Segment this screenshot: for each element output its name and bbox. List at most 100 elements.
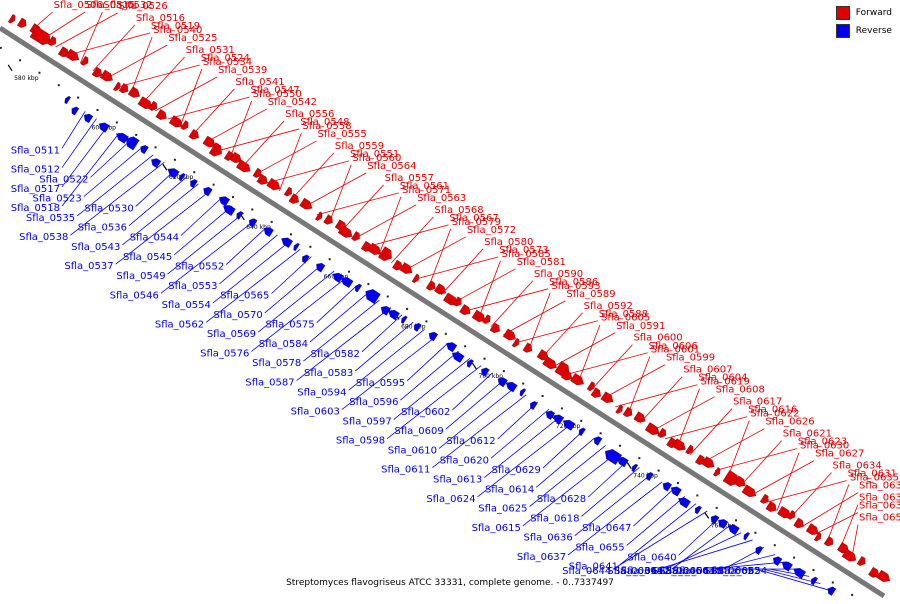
reverse-gene-label[interactable]: Sfla_0612 [446, 436, 495, 447]
reverse-gene[interactable] [446, 342, 457, 352]
reverse-gene-label[interactable]: Sfla_0615 [472, 523, 521, 534]
forward-gene-label[interactable]: Sfla_0622 [750, 409, 799, 420]
reverse-gene-label[interactable]: Sfla_0596 [349, 397, 398, 408]
reverse-gene-label[interactable]: Sfla_0610 [388, 445, 437, 456]
forward-gene[interactable] [289, 194, 299, 204]
reverse-gene-label[interactable]: Sfla_0562 [155, 319, 204, 330]
reverse-gene-label[interactable]: Sfla_0595 [356, 378, 405, 389]
forward-gene-label[interactable]: Sfla_0540 [153, 25, 202, 36]
forward-gene[interactable] [8, 14, 15, 23]
reverse-gene-label[interactable]: Sfla_0538 [19, 232, 68, 243]
reverse-gene-label[interactable]: Sfla_0554 [162, 300, 211, 311]
reverse-gene[interactable] [520, 389, 526, 397]
forward-gene[interactable] [315, 212, 322, 221]
reverse-gene[interactable] [126, 137, 139, 151]
reverse-gene[interactable] [828, 587, 836, 596]
reverse-gene[interactable] [695, 506, 702, 514]
reverse-gene[interactable] [773, 557, 782, 566]
reverse-gene[interactable] [756, 546, 763, 555]
reverse-gene[interactable] [671, 487, 682, 497]
reverse-gene-label[interactable]: Sfla_0511 [11, 145, 60, 156]
reverse-gene-label[interactable]: Sfla_0629 [492, 465, 541, 476]
reverse-gene-label[interactable]: Sfla_0646 [653, 566, 702, 577]
forward-gene[interactable] [490, 323, 500, 333]
reverse-gene-label[interactable]: Sfla_0523 [33, 194, 82, 205]
reverse-gene-label[interactable]: Sfla_0640 [627, 552, 676, 563]
forward-gene[interactable] [189, 129, 199, 139]
forward-gene-label[interactable]: Sfla_0558 [302, 121, 351, 132]
forward-gene[interactable] [156, 109, 167, 120]
reverse-gene-label[interactable]: Sfla_0543 [71, 242, 120, 253]
forward-gene-label[interactable]: Sfla_0600 [633, 333, 682, 344]
forward-gene[interactable] [378, 247, 392, 261]
reverse-gene[interactable] [355, 284, 362, 292]
forward-gene-label[interactable]: Sfla_0656 [859, 513, 900, 524]
reverse-gene[interactable] [223, 205, 235, 216]
reverse-gene-label[interactable]: Sfla_0618 [530, 513, 579, 524]
reverse-gene[interactable] [316, 263, 325, 272]
reverse-gene-label[interactable]: Sfla_0625 [478, 504, 527, 515]
forward-gene[interactable] [634, 412, 646, 423]
reverse-gene[interactable] [366, 289, 381, 304]
reverse-gene[interactable] [632, 464, 638, 472]
reverse-gene-label[interactable]: Sfla_0613 [433, 475, 482, 486]
forward-gene-label[interactable]: Sfla_0635 [850, 473, 899, 484]
forward-gene[interactable] [601, 392, 614, 403]
forward-gene-label[interactable]: Sfla_0621 [783, 429, 832, 440]
forward-gene-label[interactable]: Sfla_0607 [683, 365, 732, 376]
forward-gene-label[interactable]: Sfla_0580 [484, 237, 533, 248]
reverse-gene-label[interactable]: Sfla_0578 [252, 358, 301, 369]
forward-gene-label[interactable]: Sfla_0638 [859, 493, 900, 504]
forward-gene-label[interactable]: Sfla_0630 [800, 441, 849, 452]
forward-gene[interactable] [623, 407, 632, 417]
forward-gene-label[interactable]: Sfla_0559 [335, 141, 384, 152]
forward-gene[interactable] [742, 485, 756, 497]
reverse-gene[interactable] [341, 277, 353, 288]
reverse-gene-label[interactable]: Sfla_0522 [39, 174, 88, 185]
reverse-gene-label[interactable]: Sfla_0575 [265, 320, 314, 331]
reverse-gene-label[interactable]: Sfla_0584 [259, 339, 308, 350]
forward-gene-label[interactable]: Sfla_0601 [651, 345, 700, 356]
forward-gene[interactable] [434, 283, 446, 294]
reverse-gene[interactable] [84, 114, 93, 123]
reverse-gene-label[interactable]: Sfla_0582 [311, 349, 360, 360]
reverse-gene-label[interactable]: Sfla_0637 [517, 552, 566, 563]
forward-gene-label[interactable]: Sfla_0579 [452, 217, 501, 228]
forward-gene[interactable] [587, 382, 595, 391]
forward-gene[interactable] [253, 168, 261, 178]
reverse-gene-label[interactable]: Sfla_0570 [214, 310, 263, 321]
forward-gene[interactable] [570, 373, 583, 385]
reverse-gene-label[interactable]: Sfla_0587 [245, 378, 294, 389]
forward-gene-label[interactable]: Sfla_0634 [832, 461, 881, 472]
reverse-gene[interactable] [744, 532, 750, 540]
forward-gene-label[interactable]: Sfla_0556 [285, 109, 334, 120]
reverse-gene-label[interactable]: Sfla_0636 [524, 533, 573, 544]
reverse-gene-label[interactable]: Sfla_0644 [562, 566, 611, 577]
reverse-gene[interactable] [728, 525, 739, 535]
reverse-gene[interactable] [65, 96, 71, 104]
forward-gene[interactable] [472, 310, 485, 322]
reverse-gene-label[interactable]: Sfla_0597 [343, 416, 392, 427]
reverse-gene[interactable] [782, 562, 793, 572]
reverse-gene-label[interactable]: Sfla_0647 [582, 523, 631, 534]
reverse-gene[interactable] [141, 145, 149, 154]
reverse-gene[interactable] [617, 457, 628, 467]
forward-gene[interactable] [17, 18, 26, 28]
reverse-gene-label[interactable]: Sfla_0545 [123, 252, 172, 263]
reverse-gene-label[interactable]: Sfla_0662 [704, 566, 753, 577]
reverse-gene-label[interactable]: Sfla_0537 [64, 261, 113, 272]
reverse-gene[interactable] [452, 352, 464, 363]
forward-gene[interactable] [766, 501, 777, 512]
forward-gene-label[interactable]: Sfla_0531 [186, 45, 235, 56]
forward-gene-label[interactable]: Sfla_0571 [402, 185, 451, 196]
forward-gene[interactable] [92, 67, 102, 77]
forward-gene[interactable] [203, 136, 216, 147]
forward-gene[interactable] [128, 87, 140, 98]
reverse-gene-label[interactable]: Sfla_0624 [426, 494, 475, 505]
reverse-gene-label[interactable]: Sfla_0603 [291, 407, 340, 418]
forward-gene[interactable] [713, 467, 720, 476]
reverse-gene-label[interactable]: Sfla_0602 [401, 407, 450, 418]
reverse-gene-label[interactable]: Sfla_0576 [200, 348, 249, 359]
reverse-gene[interactable] [498, 378, 508, 387]
forward-gene-label[interactable]: Sfla_0532 [103, 0, 152, 11]
